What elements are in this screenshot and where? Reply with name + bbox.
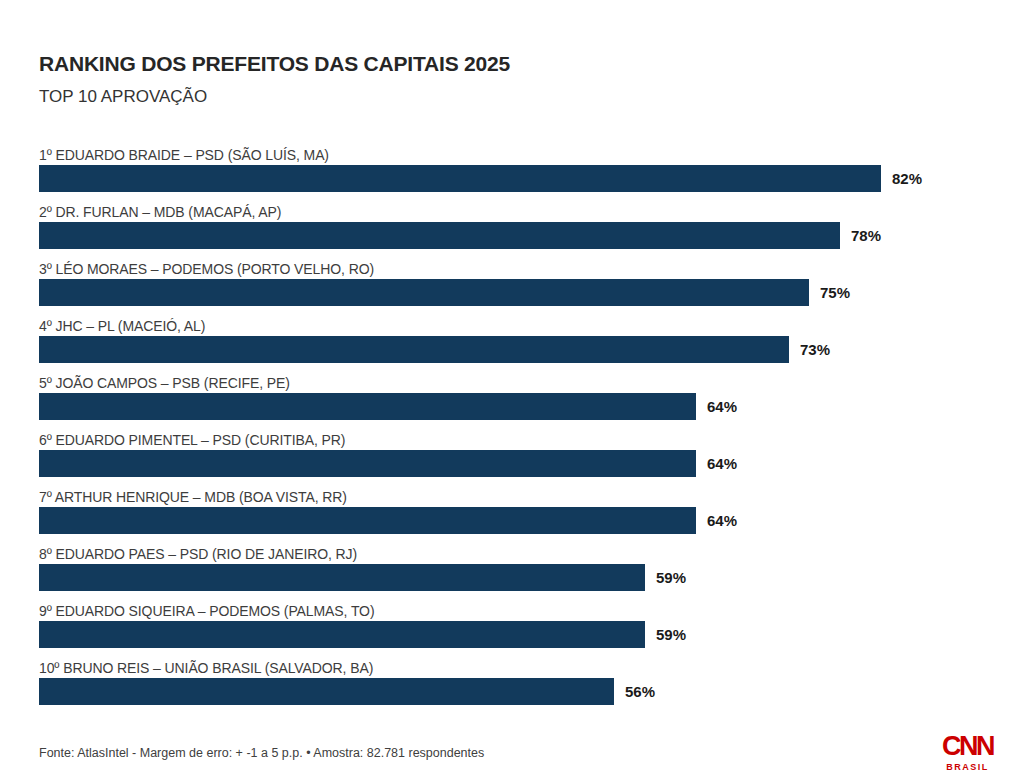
bar-value-label: 64% xyxy=(707,398,737,415)
bar-label: 1º EDUARDO BRAIDE – PSD (SÃO LUÍS, MA) xyxy=(39,146,990,165)
bar xyxy=(39,450,696,477)
bar-label: 9º EDUARDO SIQUEIRA – PODEMOS (PALMAS, T… xyxy=(39,602,990,621)
cnn-logo-subtext: BRASIL xyxy=(942,763,993,772)
bar-value-label: 64% xyxy=(707,512,737,529)
bar-label: 3º LÉO MORAES – PODEMOS (PORTO VELHO, RO… xyxy=(39,260,990,279)
bar-value-label: 64% xyxy=(707,455,737,472)
bar xyxy=(39,279,809,306)
chart-row: 5º JOÃO CAMPOS – PSB (RECIFE, PE) 64% xyxy=(39,374,990,420)
bar-label: 2º DR. FURLAN – MDB (MACAPÁ, AP) xyxy=(39,203,990,222)
cnn-brasil-logo: CNN BRASIL xyxy=(942,733,993,772)
bar-label: 10º BRUNO REIS – UNIÃO BRASIL (SALVADOR,… xyxy=(39,659,990,678)
bar-value-label: 59% xyxy=(656,626,686,643)
bar-label: 8º EDUARDO PAES – PSD (RIO DE JANEIRO, R… xyxy=(39,545,990,564)
chart-row: 1º EDUARDO BRAIDE – PSD (SÃO LUÍS, MA) 8… xyxy=(39,146,990,192)
bar-value-label: 59% xyxy=(656,569,686,586)
bar-label: 4º JHC – PL (MACEIÓ, AL) xyxy=(39,317,990,336)
chart-canvas: RANKING DOS PREFEITOS DAS CAPITAIS 2025 … xyxy=(0,0,1020,780)
chart-row: 8º EDUARDO PAES – PSD (RIO DE JANEIRO, R… xyxy=(39,545,990,591)
chart-row: 7º ARTHUR HENRIQUE – MDB (BOA VISTA, RR)… xyxy=(39,488,990,534)
bar-chart: 1º EDUARDO BRAIDE – PSD (SÃO LUÍS, MA) 8… xyxy=(39,146,990,705)
chart-row: 10º BRUNO REIS – UNIÃO BRASIL (SALVADOR,… xyxy=(39,659,990,705)
page-subtitle: TOP 10 APROVAÇÃO xyxy=(39,86,990,107)
page-title: RANKING DOS PREFEITOS DAS CAPITAIS 2025 xyxy=(39,51,990,77)
bar xyxy=(39,222,840,249)
bar xyxy=(39,678,614,705)
bar xyxy=(39,393,696,420)
bar xyxy=(39,564,645,591)
bar-label: 5º JOÃO CAMPOS – PSB (RECIFE, PE) xyxy=(39,374,990,393)
bar xyxy=(39,507,696,534)
chart-row: 2º DR. FURLAN – MDB (MACAPÁ, AP) 78% xyxy=(39,203,990,249)
cnn-logo-text: CNN xyxy=(942,733,993,760)
source-note: Fonte: AtlasIntel - Margem de erro: + -1… xyxy=(39,746,484,760)
bar-value-label: 56% xyxy=(625,683,655,700)
bar-value-label: 78% xyxy=(851,227,881,244)
chart-row: 9º EDUARDO SIQUEIRA – PODEMOS (PALMAS, T… xyxy=(39,602,990,648)
bar-value-label: 82% xyxy=(892,170,922,187)
chart-row: 6º EDUARDO PIMENTEL – PSD (CURITIBA, PR)… xyxy=(39,431,990,477)
bar-label: 7º ARTHUR HENRIQUE – MDB (BOA VISTA, RR) xyxy=(39,488,990,507)
bar xyxy=(39,621,645,648)
chart-row: 3º LÉO MORAES – PODEMOS (PORTO VELHO, RO… xyxy=(39,260,990,306)
bar-label: 6º EDUARDO PIMENTEL – PSD (CURITIBA, PR) xyxy=(39,431,990,450)
bar-value-label: 73% xyxy=(800,341,830,358)
bar xyxy=(39,165,881,192)
bar-value-label: 75% xyxy=(820,284,850,301)
bar xyxy=(39,336,789,363)
chart-row: 4º JHC – PL (MACEIÓ, AL) 73% xyxy=(39,317,990,363)
